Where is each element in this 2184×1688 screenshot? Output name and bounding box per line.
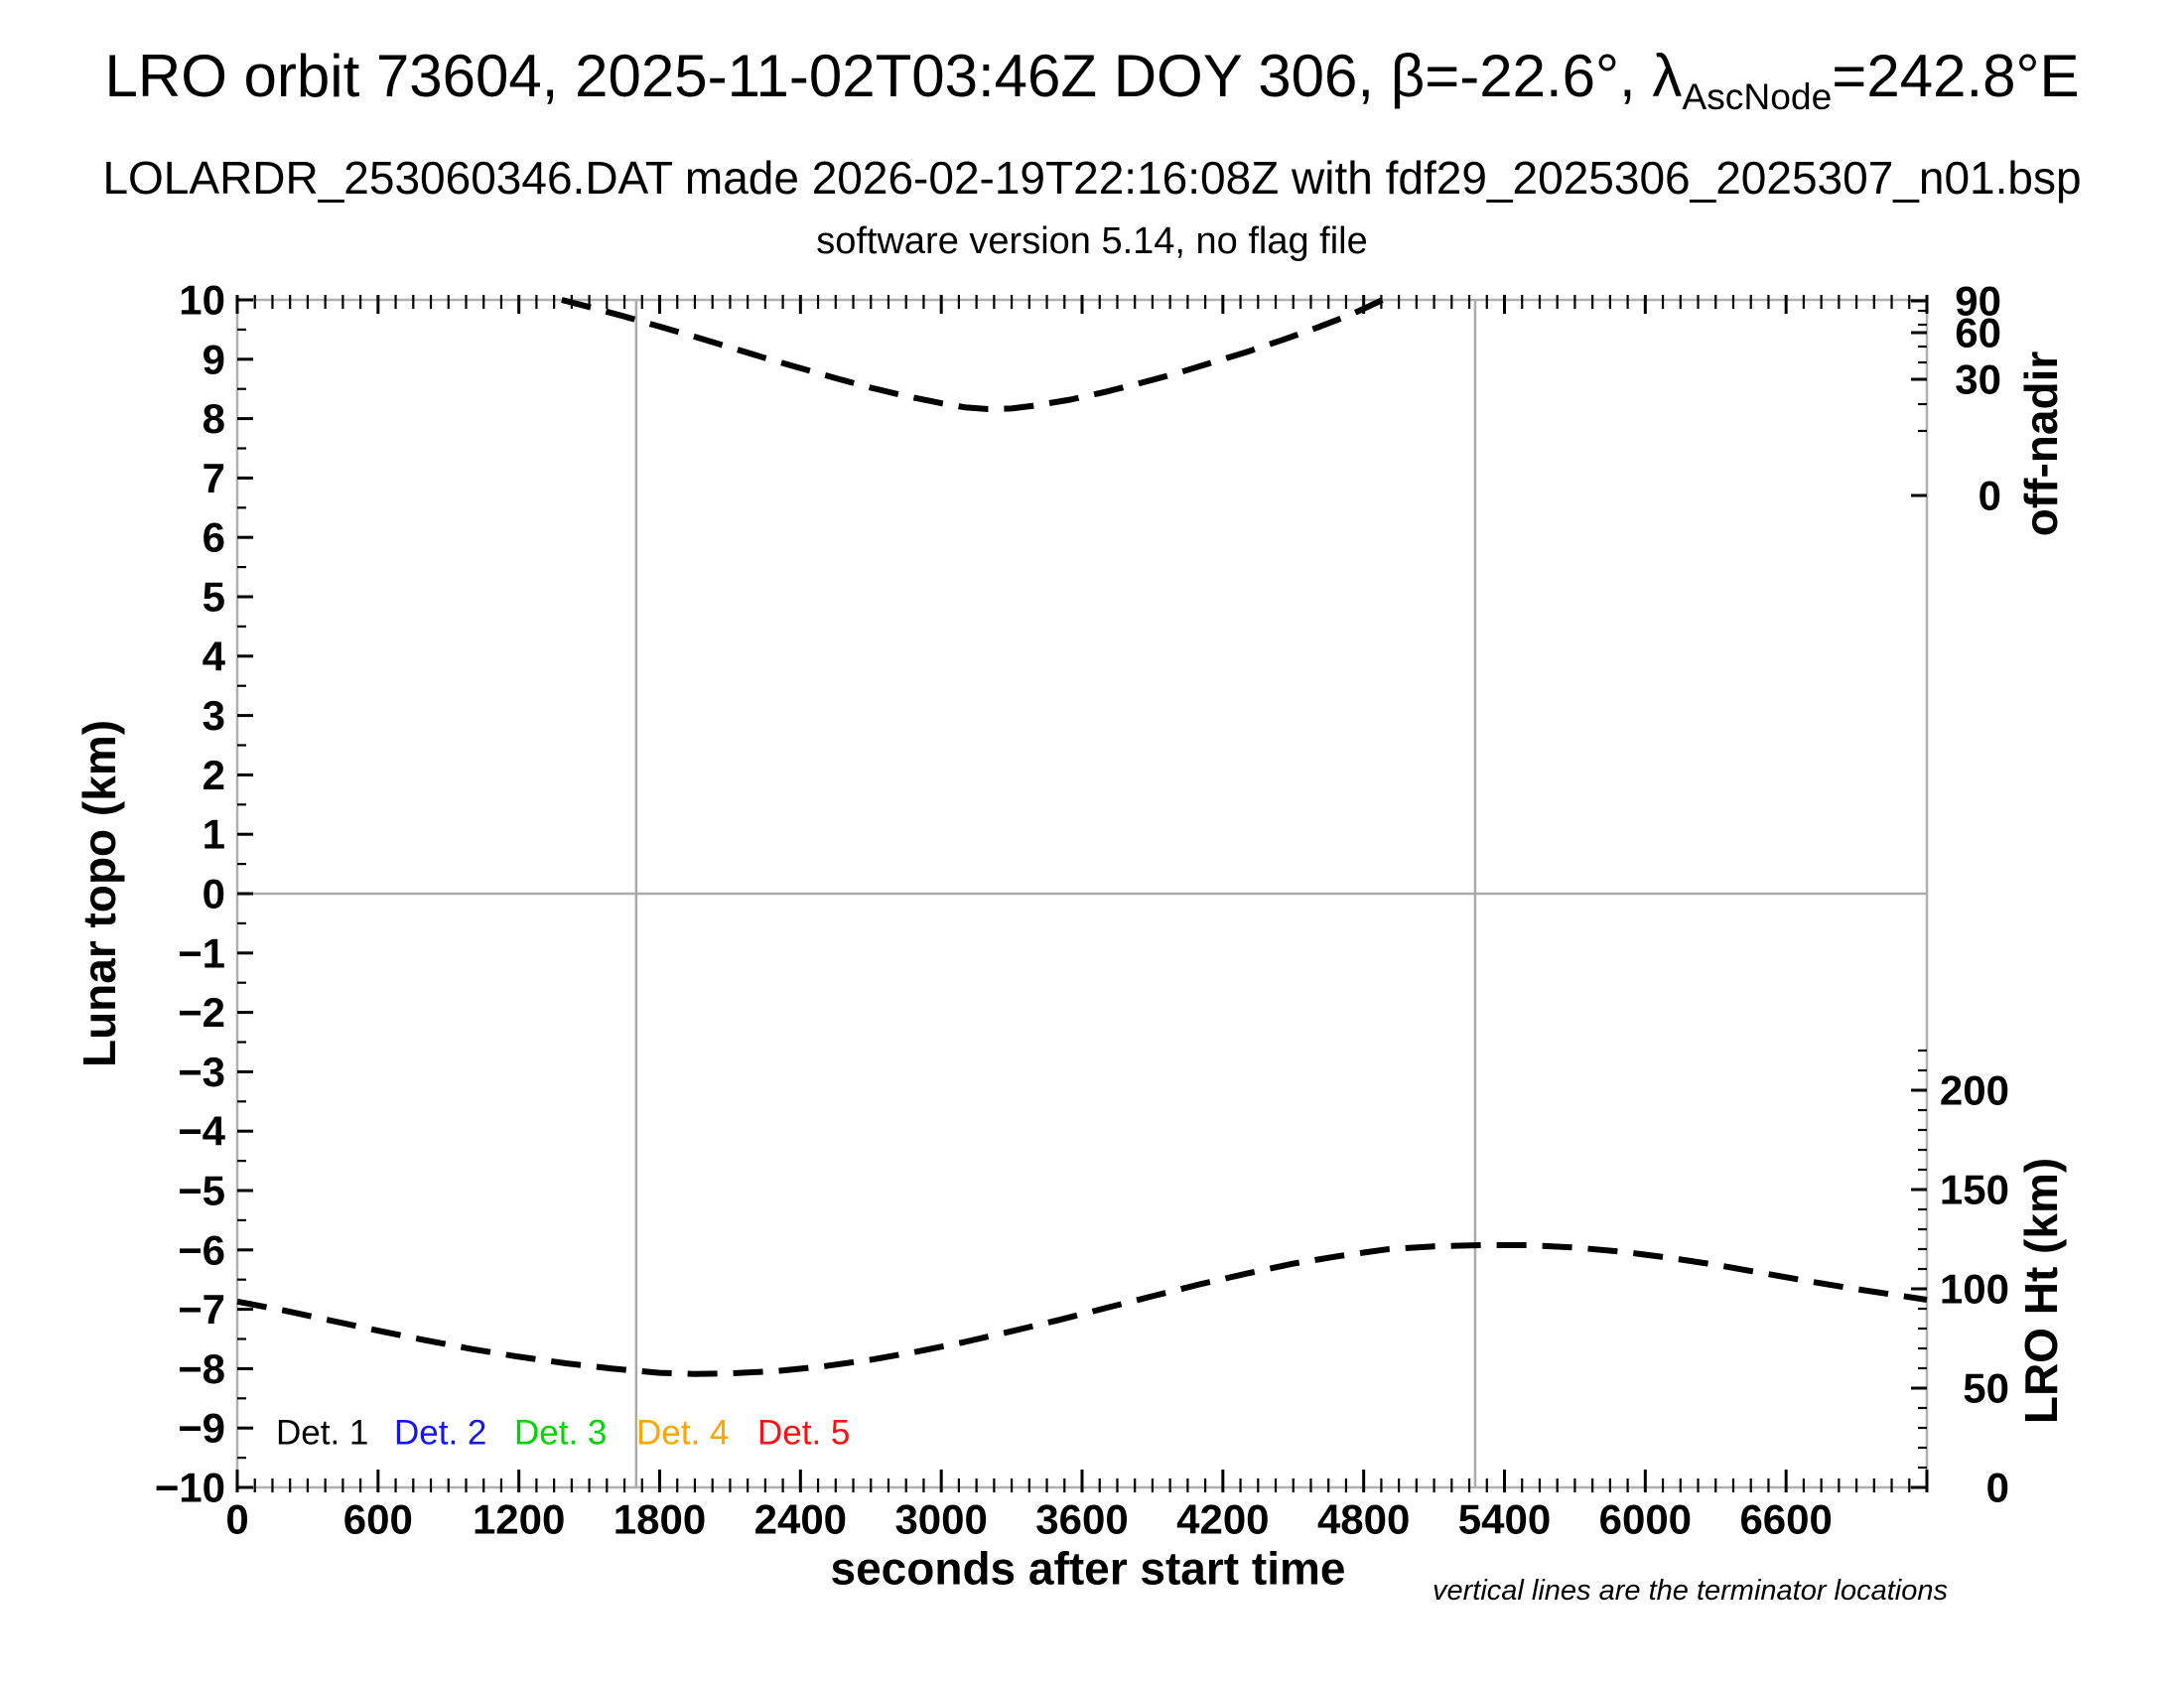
x-tick-label: 3600 <box>1035 1495 1128 1542</box>
x-tick-label: 1200 <box>473 1495 565 1542</box>
left-tick-label: −10 <box>155 1465 225 1511</box>
lroht-tick-label: 50 <box>1963 1365 2009 1412</box>
left-tick-label: −2 <box>178 989 225 1036</box>
page-title: LRO orbit 73604, 2025-11-02T03:46Z DOY 3… <box>0 42 2184 118</box>
x-tick-label: 2400 <box>754 1495 847 1542</box>
offnadir-tick-label: 60 <box>1955 310 2001 356</box>
title-tail: =242.8°E <box>1832 43 2080 109</box>
legend-det-3: Det. 3 <box>514 1414 607 1453</box>
left-tick-label: −9 <box>178 1405 225 1452</box>
x-axis-title: seconds after start time <box>831 1543 1346 1595</box>
lroht-tick-label: 200 <box>1940 1067 2009 1114</box>
x-tick-label: 0 <box>225 1495 248 1542</box>
left-tick-label: −4 <box>178 1108 226 1155</box>
lroht-tick-label: 0 <box>1986 1465 2009 1511</box>
left-tick-label: 8 <box>203 395 225 442</box>
curve-lro-height <box>236 1242 1928 1377</box>
left-tick-label: 6 <box>203 514 225 561</box>
left-tick-label: 7 <box>203 455 225 501</box>
legend-det-5: Det. 5 <box>757 1414 850 1453</box>
x-tick-label: 4200 <box>1176 1495 1269 1542</box>
left-tick-label: 5 <box>203 574 225 621</box>
left-tick-label: 9 <box>203 336 225 382</box>
left-tick-label: −3 <box>178 1049 225 1095</box>
x-tick-label: 6000 <box>1599 1495 1692 1542</box>
curve-off-nadir <box>561 297 1385 412</box>
legend-det-1: Det. 1 <box>276 1414 368 1453</box>
left-tick-label: 1 <box>203 811 225 858</box>
title-subscript: AscNode <box>1682 75 1833 117</box>
left-tick-label: 0 <box>203 871 225 917</box>
x-tick-label: 600 <box>343 1495 413 1542</box>
subtitle-filename: LOLARDR_253060346.DAT made 2026-02-19T22… <box>102 152 2082 204</box>
left-tick-label: −5 <box>178 1168 225 1214</box>
lroht-tick-label: 100 <box>1940 1266 2009 1313</box>
legend-det-2: Det. 2 <box>394 1414 486 1453</box>
left-tick-label: −8 <box>178 1345 225 1392</box>
legend-det-4: Det. 4 <box>636 1414 729 1453</box>
lroht-tick-label: 150 <box>1940 1167 2009 1213</box>
offnadir-axis-title: off-nadir <box>2015 352 2067 537</box>
offnadir-tick-label: 30 <box>1955 356 2001 403</box>
x-tick-label: 5400 <box>1458 1495 1551 1542</box>
x-tick-label: 6600 <box>1739 1495 1832 1542</box>
lroht-axis-title: LRO Ht (km) <box>2015 1158 2067 1424</box>
left-tick-label: −1 <box>178 929 225 976</box>
left-tick-label: −7 <box>178 1286 225 1333</box>
terminator-footnote: vertical lines are the terminator locati… <box>1432 1575 1948 1607</box>
x-tick-label: 3000 <box>894 1495 987 1542</box>
left-tick-label: 4 <box>203 633 226 679</box>
subtitle-software-version: software version 5.14, no flag file <box>816 220 1368 262</box>
left-tick-label: 2 <box>203 752 225 798</box>
left-tick-label: −6 <box>178 1226 225 1273</box>
left-tick-label: 3 <box>203 692 225 739</box>
offnadir-tick-label: 90 <box>1955 278 2001 325</box>
title-main: LRO orbit 73604, 2025-11-02T03:46Z DOY 3… <box>104 43 1683 109</box>
left-axis-title: Lunar topo (km) <box>73 720 125 1067</box>
left-tick-label: 10 <box>179 277 225 324</box>
offnadir-tick-label: 0 <box>1979 473 2001 519</box>
x-tick-label: 1800 <box>614 1495 706 1542</box>
x-tick-label: 4800 <box>1317 1495 1410 1542</box>
